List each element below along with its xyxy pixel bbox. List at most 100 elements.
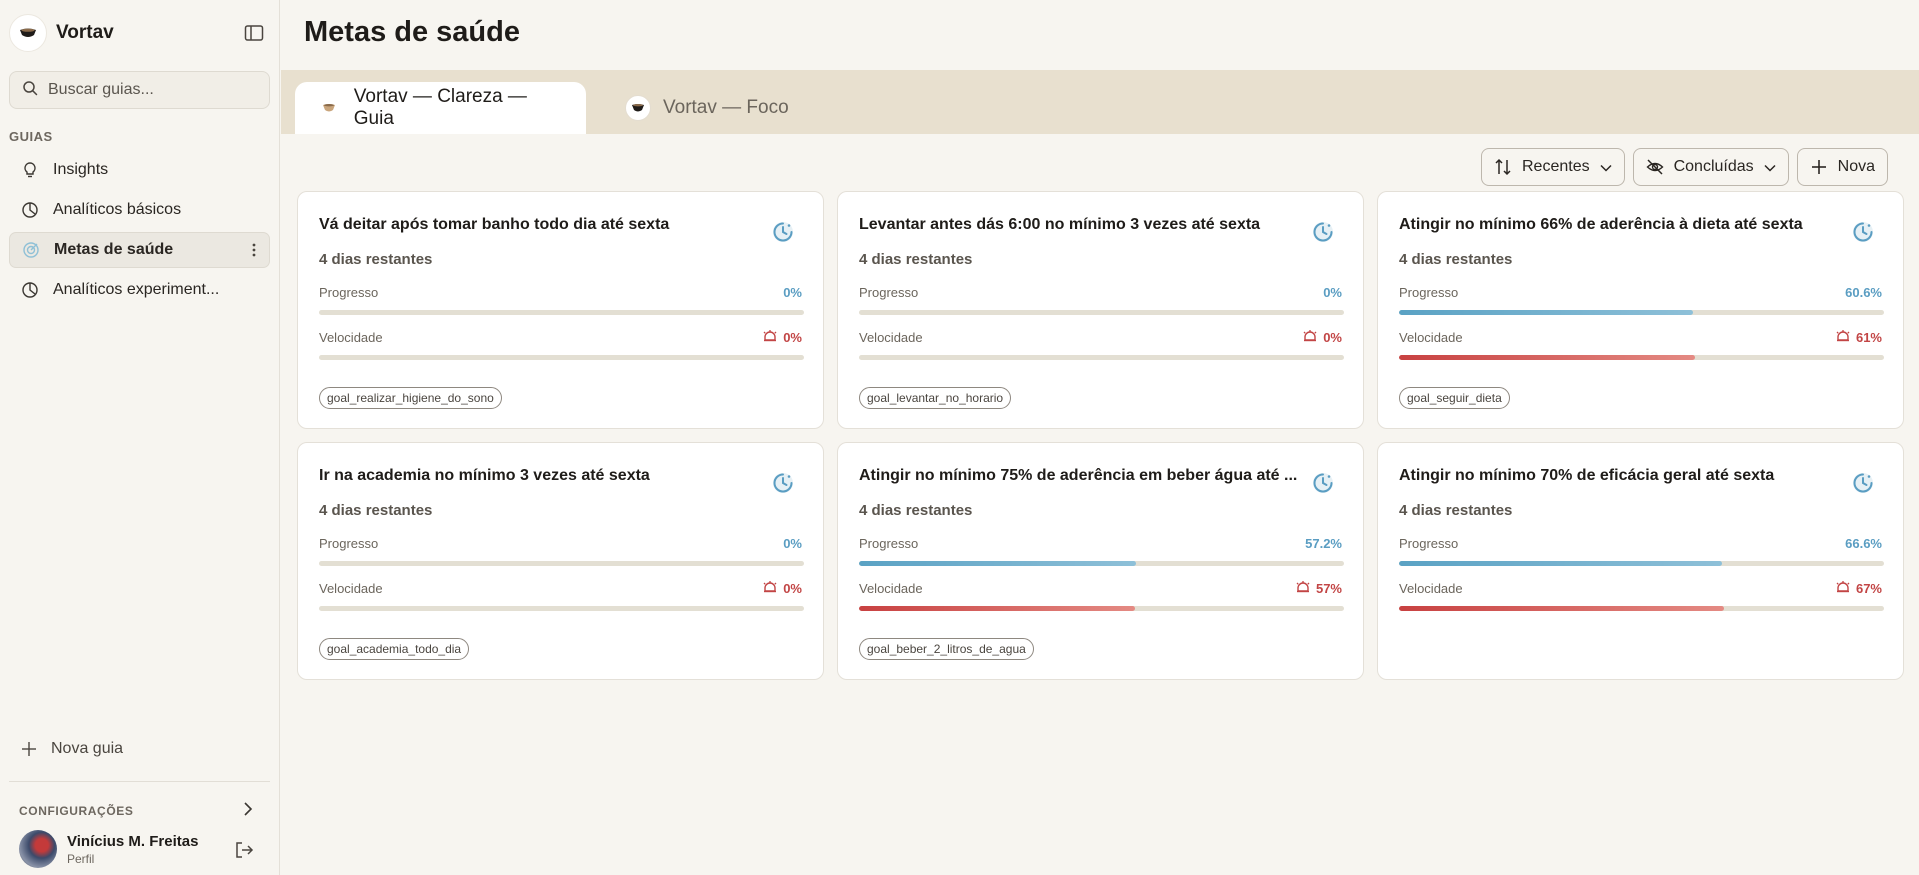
velocity-value-group: 57% [1296,581,1342,596]
goal-title: Atingir no mínimo 70% de eficácia geral … [1399,467,1775,484]
clock-timer-icon [1851,220,1875,244]
new-guide-button[interactable]: Nova guia [21,740,123,758]
velocity-bar-fill [1399,606,1724,611]
user-profile[interactable]: Vinícius M. Freitas Perfil [19,830,198,868]
search-box [9,71,270,109]
days-remaining: 4 dias restantes [1399,502,1513,519]
progress-bar-fill [1399,561,1722,566]
progress-value: 57.2% [1305,536,1342,551]
sort-dropdown[interactable]: Recentes [1481,148,1625,186]
goal-title: Ir na academia no mínimo 3 vezes até sex… [319,467,650,484]
progress-value: 0% [783,536,802,551]
app-name: Vortav [56,22,114,43]
sidebar-item-health-goals[interactable]: Metas de saúde [9,232,270,268]
velocity-bar [1399,606,1884,611]
goal-tag[interactable]: goal_realizar_higiene_do_sono [319,387,502,409]
velocity-value-group: 67% [1836,581,1882,596]
profile-subtitle: Perfil [67,851,95,866]
goal-card[interactable]: Atingir no mínimo 70% de eficácia geral … [1377,442,1904,680]
alarm-icon [1836,581,1856,596]
velocity-label: Velocidade [859,330,923,345]
clock-timer-icon [1851,471,1875,495]
alarm-icon [763,330,783,345]
brand[interactable]: Vortav [9,14,114,52]
sort-arrows-icon [1494,158,1512,176]
velocity-label: Velocidade [319,330,383,345]
goal-title: Vá deitar após tomar banho todo dia até … [319,216,670,233]
logout-icon[interactable] [234,841,254,859]
velocity-bar [319,355,804,360]
divider [9,781,270,782]
chevron-down-icon [1764,161,1776,173]
goal-tag[interactable]: goal_seguir_dieta [1399,387,1510,409]
sidebar-item-insights[interactable]: Insights [9,152,270,188]
goal-card[interactable]: Levantar antes dás 6:00 no mínimo 3 veze… [837,191,1364,429]
goal-tag[interactable]: goal_levantar_no_horario [859,387,1012,409]
tab-bar: Vortav — Clareza — Guia Vortav — Foco [281,70,1919,134]
goal-card[interactable]: Atingir no mínimo 66% de aderência à die… [1377,191,1904,429]
velocity-bar-fill [1399,355,1695,360]
days-remaining: 4 dias restantes [859,502,973,519]
velocity-value-group: 61% [1836,330,1882,345]
goal-title: Atingir no mínimo 75% de aderência em be… [859,467,1298,484]
goal-card[interactable]: Atingir no mínimo 75% de aderência em be… [837,442,1364,680]
settings-label: CONFIGURAÇÕES [19,803,134,818]
velocity-value: 61% [1855,330,1882,345]
tab-foco[interactable]: Vortav — Foco [603,82,813,134]
new-goal-label: Nova [1837,158,1875,175]
velocity-bar [859,606,1344,611]
coffee-cup-icon [317,95,342,121]
target-icon [22,241,40,259]
filter-label: Concluídas [1673,158,1754,175]
velocity-label: Velocidade [859,581,923,596]
tab-label: Vortav — Clareza — Guia [353,86,527,129]
sidebar: Vortav GUIAS Insights Analíticos básicos [0,0,280,875]
clock-timer-icon [1311,220,1335,244]
progress-value: 60.6% [1845,285,1882,300]
progress-bar-fill [859,561,1137,566]
new-goal-button[interactable]: Nova [1796,148,1888,186]
progress-bar [859,561,1344,566]
sidebar-item-basic-analytics[interactable]: Analíticos básicos [9,192,270,228]
velocity-label: Velocidade [1399,330,1463,345]
progress-bar-fill [1399,310,1693,315]
progress-label: Progresso [1399,285,1459,300]
pie-chart-icon [21,201,39,219]
velocity-value-group: 0% [763,330,802,345]
velocity-value: 67% [1855,581,1882,596]
new-guide-label: Nova guia [51,740,124,757]
goal-tag[interactable]: goal_beber_2_litros_de_agua [859,638,1034,660]
days-remaining: 4 dias restantes [1399,251,1513,268]
goal-tag[interactable]: goal_academia_todo_dia [319,638,470,660]
settings-row[interactable]: CONFIGURAÇÕES [19,802,253,819]
progress-bar [319,310,804,315]
coffee-cup-icon [625,95,651,121]
clock-timer-icon [771,471,795,495]
plus-icon [1810,158,1828,176]
days-remaining: 4 dias restantes [859,251,973,268]
sidebar-toggle-icon[interactable] [244,24,264,42]
progress-bar [1399,561,1884,566]
progress-label: Progresso [319,285,379,300]
sidebar-item-label: Analíticos experiment... [53,281,220,298]
search-input[interactable] [48,81,258,99]
velocity-label: Velocidade [319,581,383,596]
goal-card[interactable]: Vá deitar após tomar banho todo dia até … [297,191,824,429]
sort-label: Recentes [1522,158,1590,175]
velocity-bar [859,355,1344,360]
days-remaining: 4 dias restantes [319,251,433,268]
velocity-label: Velocidade [1399,581,1463,596]
more-vertical-icon[interactable] [251,241,257,259]
velocity-value: 57% [1315,581,1342,596]
alarm-icon [763,581,783,596]
eye-off-icon [1646,158,1664,176]
tab-clareza-guia[interactable]: Vortav — Clareza — Guia [295,82,586,134]
coffee-cup-logo-icon [9,14,47,52]
progress-label: Progresso [1399,536,1459,551]
sidebar-item-experimental-analytics[interactable]: Analíticos experiment... [9,272,270,308]
completed-filter-dropdown[interactable]: Concluídas [1632,148,1789,186]
goal-card[interactable]: Ir na academia no mínimo 3 vezes até sex… [297,442,824,680]
velocity-value: 0% [783,581,802,596]
toolbar: Recentes Concluídas Nova [1481,148,1888,186]
velocity-bar [319,606,804,611]
